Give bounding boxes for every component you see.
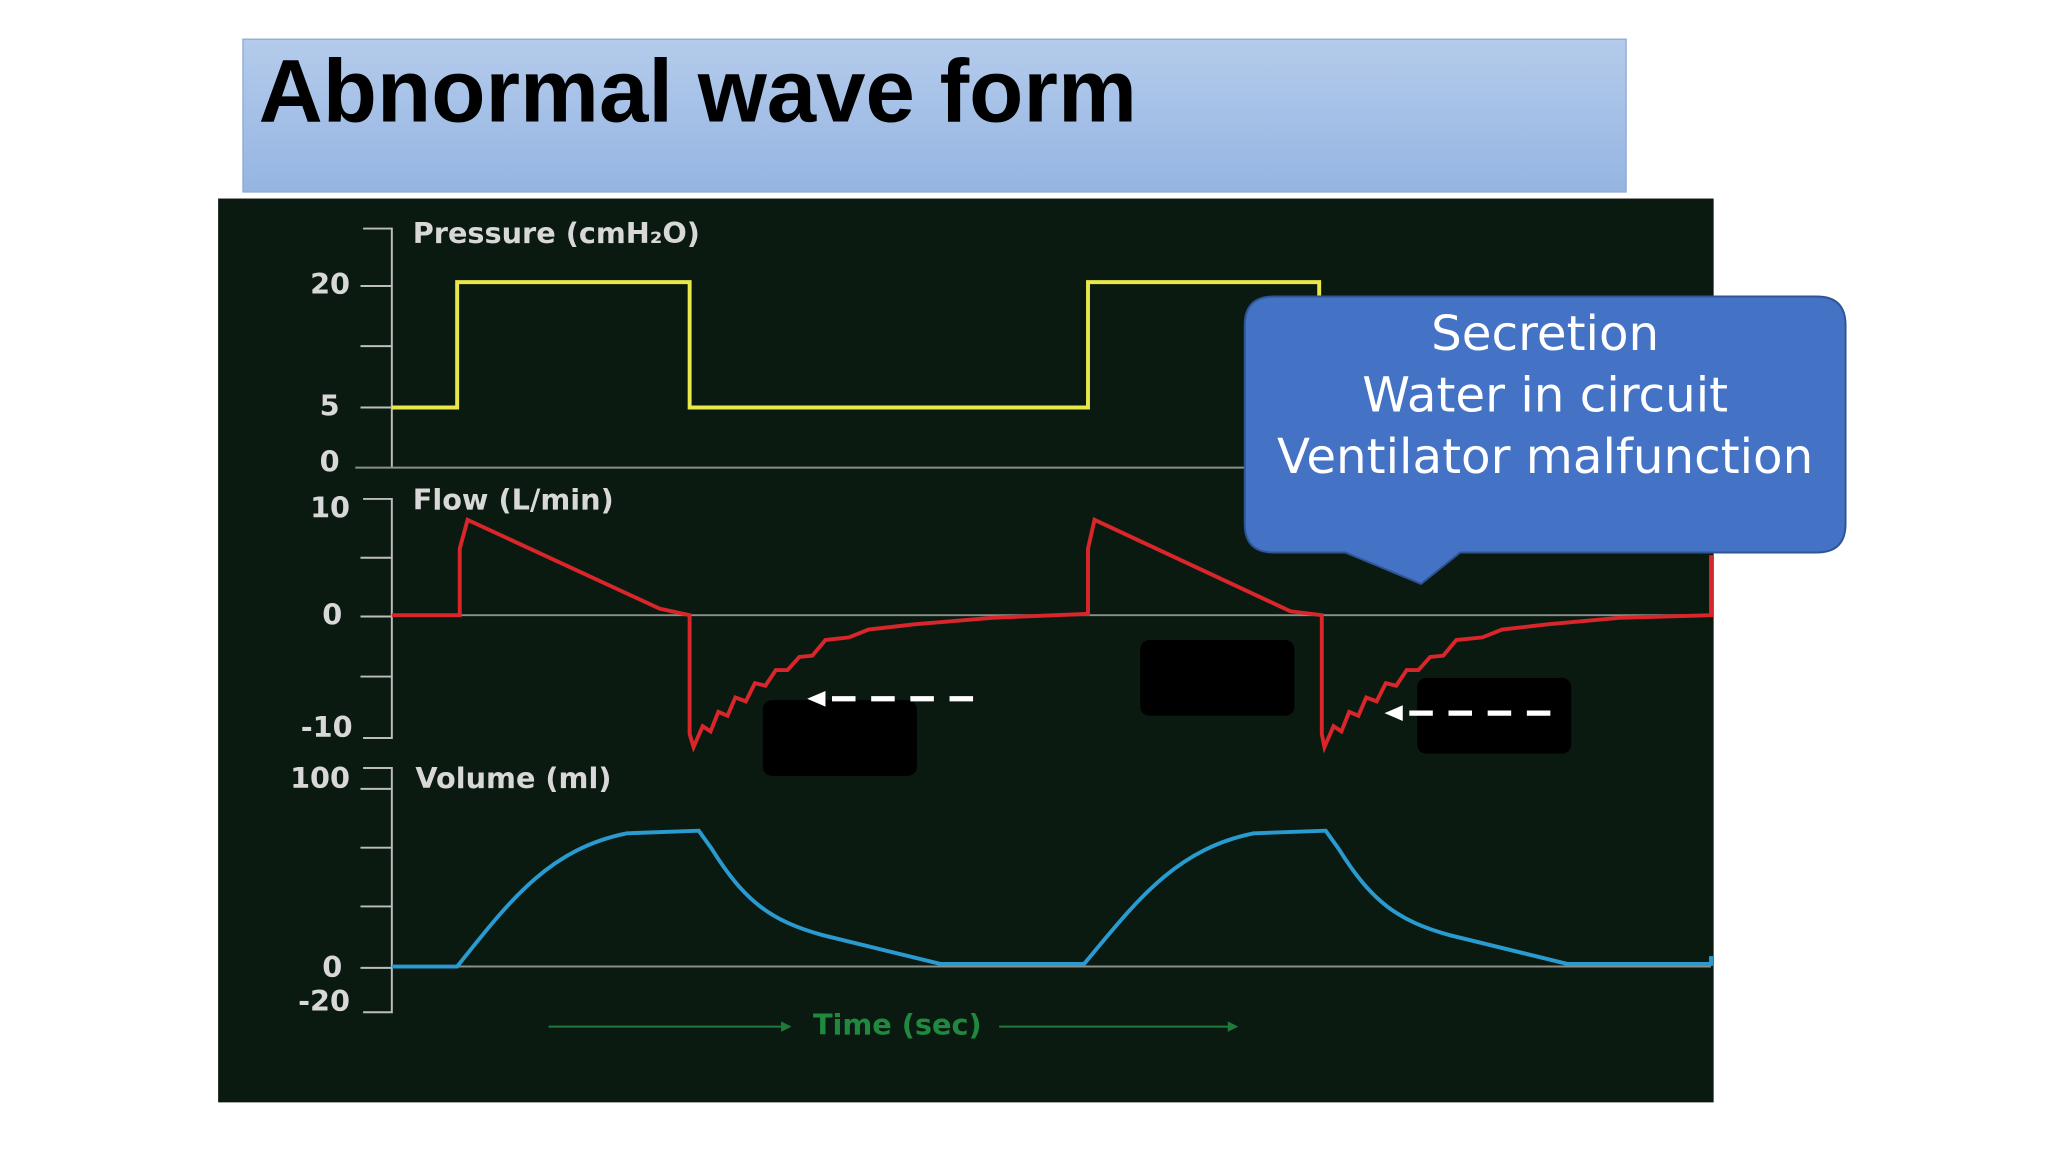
tick-label: 0: [322, 950, 342, 984]
tick-label: 100: [290, 761, 350, 795]
arrow: [1384, 705, 1551, 721]
mask-box: [1140, 640, 1295, 716]
title-box: [242, 38, 1627, 193]
slide-title: Abnormal wave form: [259, 41, 1137, 140]
tick-label: -10: [301, 710, 353, 744]
pressure-panel: Pressure (cmH₂O) 20 5 0: [310, 216, 1712, 479]
arrow: [807, 690, 974, 707]
panel-label: Flow (L/min): [413, 483, 614, 517]
tick-label: 0: [320, 445, 340, 479]
volume-wave: [391, 828, 1713, 969]
volume-panel: Volume (ml) 100 0 -20: [290, 761, 1713, 1018]
axis: [360, 497, 393, 739]
flow-wave: [391, 517, 1713, 754]
tick-label: 20: [310, 267, 350, 301]
panel-label: Volume (ml): [415, 761, 611, 795]
callout-line: Secretion: [1431, 306, 1659, 362]
tick-label: 10: [310, 490, 350, 524]
axis: [360, 767, 393, 1014]
tick-label: -20: [298, 984, 350, 1018]
mask-box: [762, 700, 917, 776]
time-arrows: [548, 1021, 1239, 1032]
flow-panel: Flow (L/min) 10 0 -10: [301, 483, 1713, 776]
tick-label: 5: [320, 389, 340, 423]
pressure-wave: [391, 280, 1322, 410]
panel-label: Pressure (cmH₂O): [413, 216, 700, 250]
callout-line: Ventilator malfunction: [1277, 429, 1813, 485]
callout-line: Water in circuit: [1362, 367, 1728, 423]
tick-label: 0: [322, 597, 342, 631]
axis: [360, 227, 393, 468]
callout-box: [1243, 295, 1847, 585]
x-axis-label: Time (sec): [813, 1008, 982, 1042]
